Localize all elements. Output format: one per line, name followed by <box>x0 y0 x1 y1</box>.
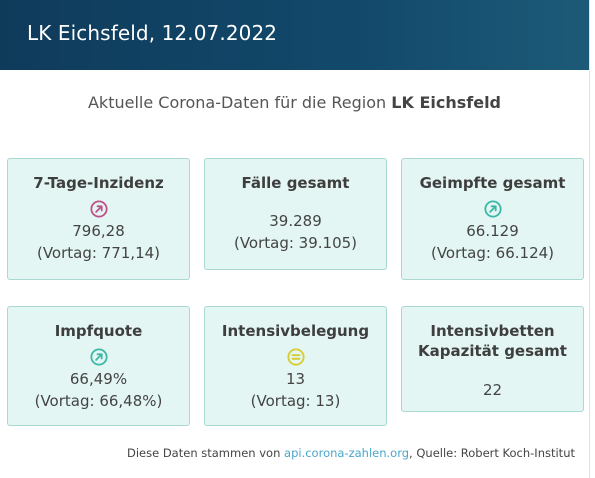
card-label: Intensivbelegung <box>221 322 370 340</box>
card-label: Impfquote <box>54 322 143 340</box>
card-value: 13 <box>285 370 306 388</box>
card-previous-value: (Vortag: 39.105) <box>233 234 358 252</box>
card-value: 22 <box>482 381 503 399</box>
equals-icon <box>286 347 305 366</box>
card-value: 66,49% <box>69 370 128 388</box>
page-title: LK Eichsfeld, 12.07.2022 <box>27 21 278 45</box>
card-value: 796,28 <box>72 222 125 240</box>
card-label: Fälle gesamt <box>241 174 350 192</box>
card-incidence: 7-Tage-Inzidenz 796,28 (Vortag: 771,14) <box>7 158 190 280</box>
card-total-cases: Fälle gesamt 39.289 (Vortag: 39.105) <box>204 158 387 270</box>
arrow-up-right-icon <box>89 347 108 366</box>
subtitle-prefix: Aktuelle Corona-Daten für die Region <box>87 93 387 112</box>
footer-suffix: , Quelle: Robert Koch-Institut <box>409 446 575 460</box>
card-label-line2: Kapazität gesamt <box>418 342 567 360</box>
card-value: 39.289 <box>269 212 322 230</box>
card-label-line1: Intensivbetten <box>430 322 555 340</box>
arrow-up-right-icon <box>483 199 502 218</box>
card-vaccinated-total: Geimpfte gesamt 66.129 (Vortag: 66.124) <box>401 158 584 280</box>
footer-prefix: Diese Daten stammen von <box>126 446 281 460</box>
api-source-link[interactable]: api.corona-zahlen.org <box>284 446 410 460</box>
data-source-footer: Diese Daten stammen von api.corona-zahle… <box>127 446 575 460</box>
card-previous-value: (Vortag: 771,14) <box>36 244 161 262</box>
card-icu-occupancy: Intensivbelegung 13 (Vortag: 13) <box>204 306 387 426</box>
card-previous-value: (Vortag: 13) <box>250 392 341 410</box>
header-bar: LK Eichsfeld, 12.07.2022 <box>0 0 589 70</box>
region-subtitle: Aktuelle Corona-Daten für die Region LK … <box>0 93 589 112</box>
card-value: 66.129 <box>466 222 519 240</box>
subtitle-region: LK Eichsfeld <box>391 93 502 112</box>
card-previous-value: (Vortag: 66,48%) <box>34 392 163 410</box>
card-vaccination-rate: Impfquote 66,49% (Vortag: 66,48%) <box>7 306 190 426</box>
card-label: Geimpfte gesamt <box>419 174 566 192</box>
card-previous-value: (Vortag: 66.124) <box>430 244 555 262</box>
card-icu-capacity: Intensivbetten Kapazität gesamt 22 <box>401 306 584 412</box>
card-label: 7-Tage-Inzidenz <box>33 174 164 192</box>
arrow-up-right-icon <box>89 199 108 218</box>
